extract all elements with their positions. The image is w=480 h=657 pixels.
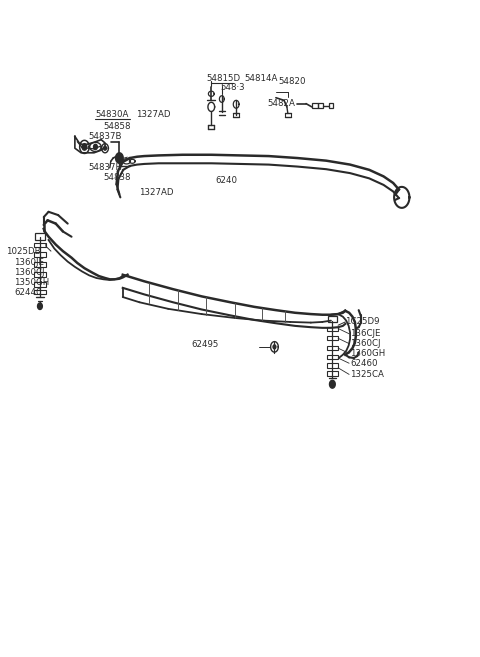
- Bar: [326, 363, 338, 368]
- Text: 5482A: 5482A: [268, 99, 296, 108]
- Polygon shape: [94, 145, 97, 150]
- Text: 54830A: 54830A: [96, 110, 129, 120]
- Polygon shape: [273, 345, 276, 349]
- Polygon shape: [329, 380, 335, 388]
- Bar: [34, 242, 46, 247]
- Text: 1350GH: 1350GH: [14, 278, 49, 287]
- Bar: [318, 103, 323, 108]
- Bar: [326, 346, 338, 350]
- Text: 1360GH: 1360GH: [350, 349, 385, 358]
- Bar: [34, 262, 46, 267]
- Bar: [326, 336, 338, 340]
- Text: 548·3: 548·3: [220, 83, 244, 93]
- Bar: [34, 282, 46, 286]
- Bar: [34, 272, 46, 277]
- Text: 1360JE: 1360JE: [14, 258, 44, 267]
- Text: 54814A: 54814A: [245, 74, 278, 83]
- Bar: [312, 103, 318, 108]
- Bar: [34, 252, 46, 257]
- Text: 62495: 62495: [191, 340, 218, 350]
- Text: 54820: 54820: [278, 78, 306, 87]
- Text: 54837H: 54837H: [88, 164, 122, 172]
- Bar: [328, 103, 333, 108]
- Text: 1327AD: 1327AD: [140, 188, 174, 196]
- Text: 136CJE: 136CJE: [350, 329, 381, 338]
- Text: 62460: 62460: [350, 359, 378, 368]
- Text: 1325CA: 1325CA: [350, 370, 384, 379]
- Text: 62440: 62440: [14, 288, 42, 297]
- Bar: [326, 327, 338, 331]
- Text: 1025DB: 1025DB: [6, 246, 41, 256]
- Bar: [326, 371, 338, 376]
- Text: 54815D: 54815D: [206, 74, 240, 83]
- Bar: [326, 355, 338, 359]
- Bar: [34, 290, 46, 294]
- Polygon shape: [104, 147, 107, 150]
- Text: 54837B: 54837B: [88, 132, 122, 141]
- Polygon shape: [116, 153, 123, 164]
- Text: 54838: 54838: [103, 173, 131, 182]
- Text: 1360CJ: 1360CJ: [14, 268, 45, 277]
- Text: 1C25D9: 1C25D9: [345, 317, 380, 327]
- Polygon shape: [37, 303, 42, 309]
- Text: 6240: 6240: [215, 177, 237, 185]
- Text: 1360CJ: 1360CJ: [350, 339, 381, 348]
- Text: 1327AD: 1327AD: [136, 110, 170, 120]
- Polygon shape: [82, 144, 87, 150]
- Text: 54858: 54858: [103, 122, 131, 131]
